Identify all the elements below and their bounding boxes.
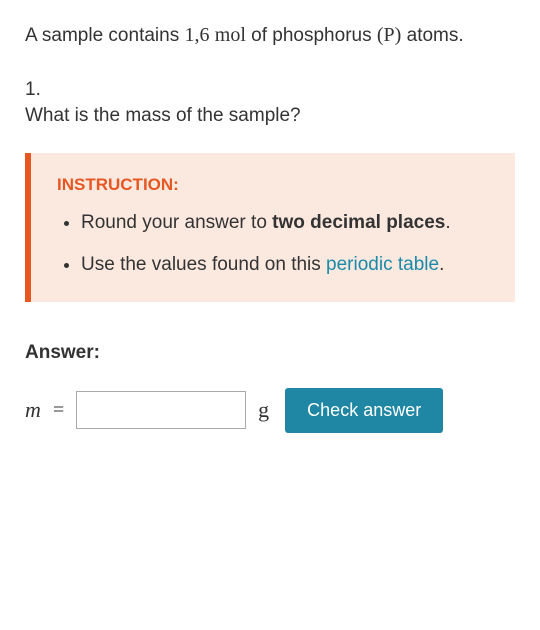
instruction-item: Use the values found on this periodic ta… [81, 251, 493, 280]
instruction-item-suffix: . [445, 212, 450, 233]
check-answer-button[interactable]: Check answer [285, 388, 443, 433]
problem-text-between: of phosphorus [246, 25, 377, 46]
paren-open: ( [377, 24, 384, 46]
instruction-item-bold: two decimal places [272, 212, 445, 233]
instruction-heading: INSTRUCTION: [57, 175, 493, 195]
question-text: What is the mass of the sample? [25, 105, 515, 127]
answer-heading: Answer: [25, 342, 515, 364]
element-symbol: P [384, 24, 395, 46]
answer-row: m = g Check answer [25, 388, 515, 433]
instruction-item-suffix: . [439, 254, 444, 275]
question-number: 1. [25, 79, 515, 101]
problem-text-suffix: atoms. [401, 25, 463, 46]
instruction-box: INSTRUCTION: Round your answer to two de… [25, 153, 515, 302]
answer-input[interactable] [76, 391, 246, 429]
instruction-item-prefix: Use the values found on this [81, 254, 326, 275]
problem-statement: A sample contains 1,6 mol of phosphorus … [25, 20, 515, 51]
equals-sign: = [53, 399, 64, 422]
answer-unit: g [258, 397, 269, 423]
answer-variable: m [25, 397, 41, 423]
problem-unit: mol [215, 24, 246, 46]
instruction-list: Round your answer to two decimal places.… [57, 209, 493, 280]
instruction-item-prefix: Round your answer to [81, 212, 272, 233]
periodic-table-link[interactable]: periodic table [326, 254, 439, 275]
instruction-item: Round your answer to two decimal places. [81, 209, 493, 238]
problem-value: 1,6 [184, 24, 209, 46]
problem-text-prefix: A sample contains [25, 25, 184, 46]
